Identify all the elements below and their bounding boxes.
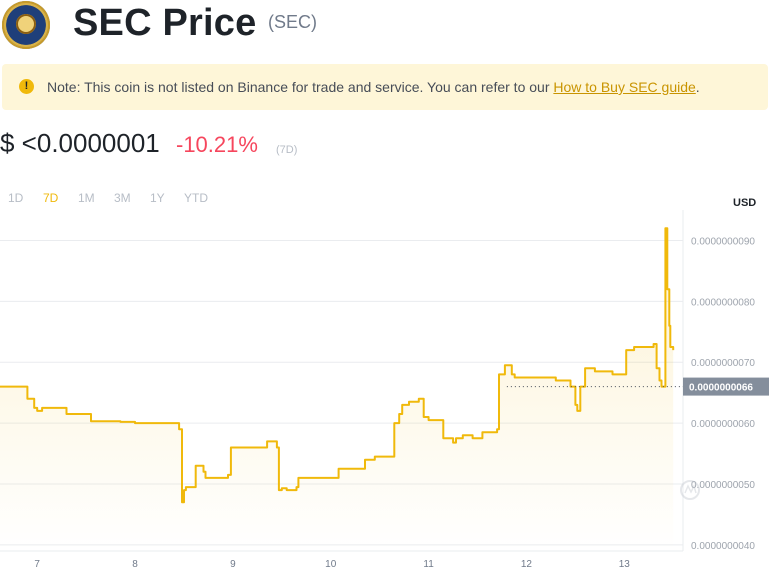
page-title: SEC Price [73,2,257,44]
x-tick-label: 12 [521,559,533,570]
x-tick-label: 11 [423,559,434,570]
current-price: $ <0.0000001 [0,128,160,158]
tab-1d[interactable]: 1D [8,191,24,205]
y-tick-label: 0.0000000040 [691,541,755,552]
seal-icon [16,14,36,34]
y-tick-label: 0.0000000080 [691,297,755,308]
tab-3m[interactable]: 3M [114,191,131,205]
y-tick-label: 0.0000000090 [691,236,755,247]
x-axis-labels: 7 8 9 10 11 12 13 [34,559,630,570]
x-tick-label: 8 [132,559,138,570]
watermark-icon [680,480,700,500]
warning-icon: ! [19,79,34,94]
coin-logo [2,1,50,49]
current-price-tag-text: 0.0000000066 [689,383,753,394]
current-price-tag: 0.0000000066 [683,377,769,396]
price-line [0,227,675,504]
tab-1m[interactable]: 1M [78,191,95,205]
y-axis-labels: 0.0000000090 0.0000000080 0.0000000070 0.00… [691,236,755,551]
notice-text: Note: This coin is not listed on Binance… [47,79,700,95]
x-tick-label: 9 [230,559,236,570]
notice-banner: ! Note: This coin is not listed on Binan… [2,64,768,110]
y-tick-label: 0.0000000060 [691,419,755,430]
price-area [0,228,674,552]
x-tick-label: 10 [325,559,337,570]
tab-ytd[interactable]: YTD [184,191,208,205]
current-price-tag-bg [683,377,769,396]
tab-1y[interactable]: 1Y [150,191,165,205]
currency-label: USD [733,197,757,209]
change-period: (7D) [276,144,298,156]
x-tick-label: 7 [34,559,40,570]
page-header: SEC Price (SEC) [0,0,783,52]
coin-symbol: (SEC) [268,12,317,32]
notice-message: Note: This coin is not listed on Binance… [47,79,554,95]
notice-suffix: . [695,79,700,95]
price-chart[interactable]: 0.0000000090 0.0000000080 0.0000000070 0.00… [0,210,783,575]
price-change: -10.21% [176,132,258,157]
how-to-buy-link[interactable]: How to Buy SEC guide [553,79,696,95]
y-tick-label: 0.0000000050 [691,480,755,491]
x-tick-label: 13 [619,559,631,570]
tab-7d[interactable]: 7D [43,191,59,205]
y-tick-label: 0.0000000070 [691,358,755,369]
